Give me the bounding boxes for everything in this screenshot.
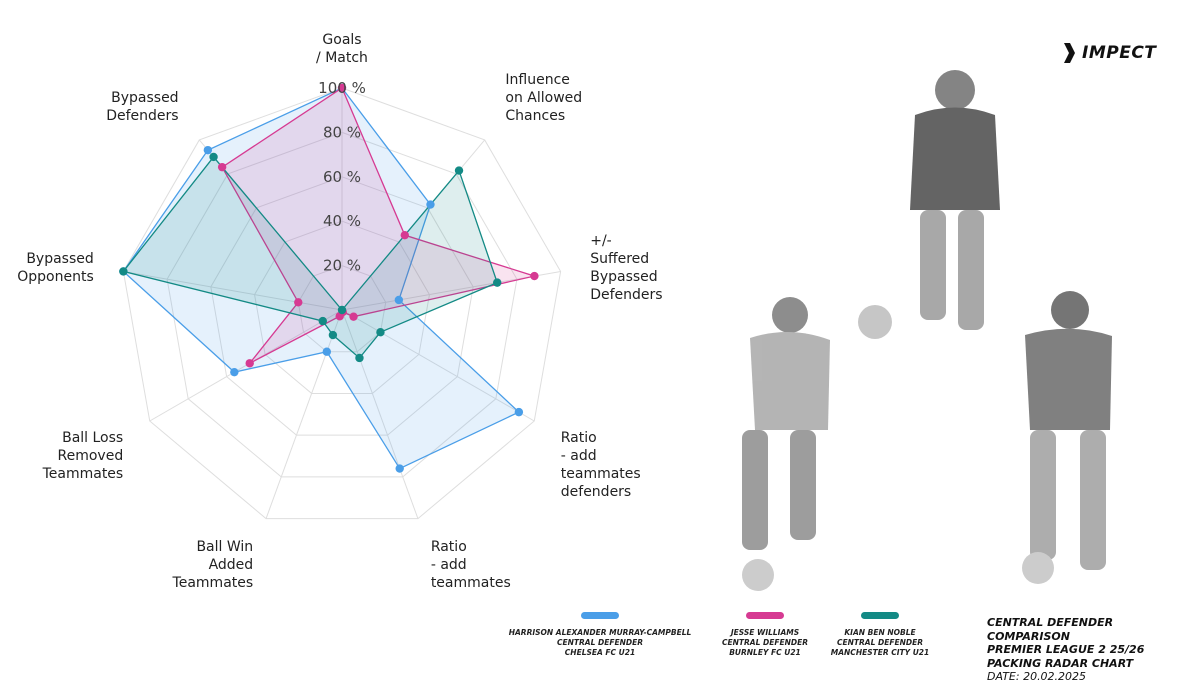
chart-title-block: CENTRAL DEFENDER COMPARISON PREMIER LEAG… <box>987 616 1197 684</box>
series-point-0 <box>395 464 404 473</box>
series-point-1 <box>337 83 347 93</box>
radar-series <box>119 83 539 473</box>
chevron-logo-icon <box>1064 43 1075 63</box>
legend-player-team: MANCHESTER CITY U21 <box>830 648 930 657</box>
radial-tick-label: 40 % <box>323 212 361 230</box>
series-point-2 <box>454 166 464 175</box>
legend-swatch <box>581 612 619 619</box>
series-point-0 <box>322 347 332 356</box>
axis-label: Ball Loss Removed Teammates <box>42 430 124 482</box>
grid-spoke <box>149 309 343 422</box>
legend-item-williams: JESSE WILLIAMS CENTRAL DEFENDER BURNLEY … <box>700 612 830 658</box>
legend-player-role: CENTRAL DEFENDER <box>557 638 643 647</box>
series-point-2 <box>376 328 385 337</box>
legend-swatch <box>861 612 899 619</box>
grid-spoke <box>341 309 419 519</box>
series-point-0 <box>426 200 435 209</box>
grid-ring <box>122 87 562 520</box>
radial-tick-label: 60 % <box>323 168 361 186</box>
players-photo-image <box>742 70 1112 591</box>
radial-tick-label: 100 % <box>318 79 366 97</box>
radar-axis-labels: Goals / Match Influence on Allowed Chances +/… <box>17 32 662 591</box>
chart-date: DATE: 20.02.2025 <box>987 670 1087 683</box>
series-point-0 <box>203 145 213 155</box>
grid-ring <box>297 265 387 353</box>
legend-player-role: CENTRAL DEFENDER <box>837 638 923 647</box>
series-point-2 <box>337 305 347 315</box>
radar-tick-labels: 20 % 40 % 60 % 80 % 100 % <box>318 79 366 275</box>
series-point-2 <box>209 152 218 162</box>
chart-title: CENTRAL DEFENDER COMPARISON <box>987 616 1114 643</box>
chart-subtitle: PACKING RADAR CHART <box>987 656 1134 670</box>
series-point-1 <box>400 230 409 240</box>
radar-chart: 20 % 40 % 60 % 80 % 100 % Goals / Match Influe… <box>17 32 662 591</box>
legend-player-team: BURNLEY FC U21 <box>729 648 801 657</box>
series-point-2 <box>328 330 338 340</box>
series-point-0 <box>514 407 524 417</box>
axis-label: Influence on Allowed Chances <box>505 72 582 124</box>
axis-label: Ratio - add teammates <box>431 539 511 591</box>
legend-player-name: HARRISON ALEXANDER MURRAY-CAMPBELL <box>508 628 692 637</box>
legend-player-name: KIAN BEN NOBLE <box>844 628 916 637</box>
legend-swatch <box>746 612 784 619</box>
grid-ring <box>166 131 518 478</box>
axis-label: Ratio - add teammates defenders <box>561 430 641 500</box>
series-point-2 <box>355 353 364 363</box>
series-point-2 <box>318 316 327 326</box>
series-point-1 <box>217 162 227 172</box>
grid-ring <box>210 176 474 436</box>
axis-label: +/-Suffered Bypassed Defenders <box>590 233 662 303</box>
series-point-0 <box>230 367 239 377</box>
chart-competition: PREMIER LEAGUE 2 25/26 <box>987 643 1145 656</box>
series-area-2 <box>122 155 499 359</box>
series-point-0 <box>394 295 404 305</box>
series-point-1 <box>349 312 358 321</box>
grid-ring <box>254 220 430 394</box>
grid-spoke <box>265 309 343 519</box>
series-point-1 <box>294 298 303 307</box>
radial-tick-label: 80 % <box>323 123 361 141</box>
axis-label: Ball Win Added Teammates <box>172 539 254 591</box>
axis-label: Bypassed Opponents <box>17 251 94 285</box>
axis-label: Goals / Match <box>316 32 368 66</box>
legend-player-team: CHELSEA FC U21 <box>564 648 636 657</box>
legend-item-noble: KIAN BEN NOBLE CENTRAL DEFENDER MANCHEST… <box>815 612 945 658</box>
series-point-1 <box>530 271 539 281</box>
legend-item-murray-campbell: HARRISON ALEXANDER MURRAY-CAMPBELL CENTR… <box>495 612 705 658</box>
legend-player-role: CENTRAL DEFENDER <box>722 638 808 647</box>
grid-spoke <box>123 270 343 311</box>
series-area-0 <box>122 87 521 470</box>
axis-label: Bypassed Defenders <box>106 90 178 124</box>
brand-name: IMPECT <box>1082 43 1157 63</box>
series-point-2 <box>493 278 502 287</box>
grid-spoke <box>341 309 535 422</box>
radial-tick-label: 20 % <box>323 257 361 275</box>
brand-logo: IMPECT <box>1062 42 1156 64</box>
legend-player-name: JESSE WILLIAMS <box>730 628 800 637</box>
series-point-1 <box>245 359 254 368</box>
series-point-2 <box>119 267 128 276</box>
